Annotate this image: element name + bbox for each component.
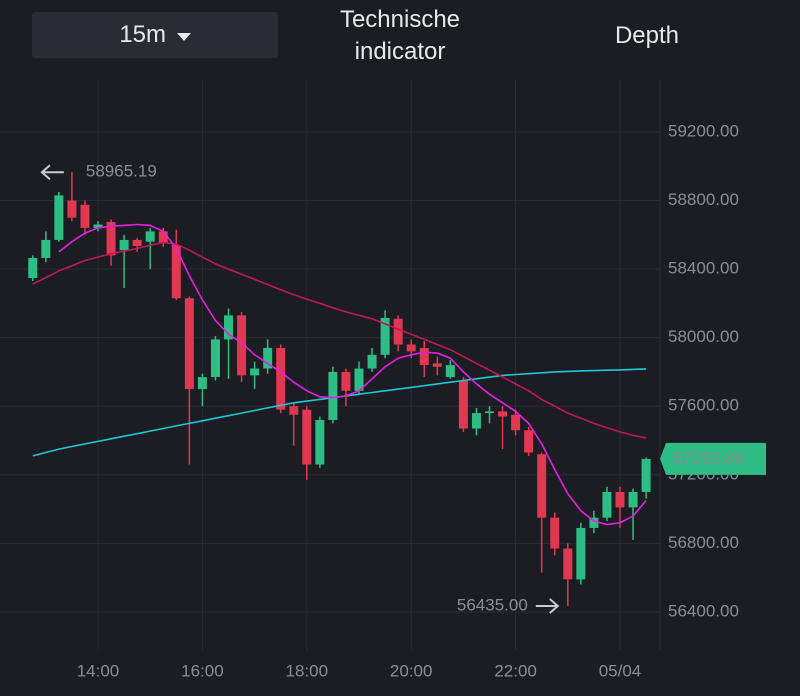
candle-body [432,363,442,367]
candle-body [54,195,64,240]
interval-button[interactable]: 15m [32,12,278,58]
candle-body [537,454,547,518]
moving-average-line [32,241,647,439]
x-tick-label: 18:00 [286,661,329,680]
candle-body [341,371,351,391]
candle-body [67,200,77,218]
plot-background [0,80,800,690]
candle-body [615,491,625,508]
candle-body [511,414,521,431]
dropdown-icon [176,33,191,41]
candle-body [367,354,377,369]
candle-body [498,411,508,417]
x-tick-label: 20:00 [390,661,433,680]
last-price-tag [660,442,766,475]
candle-body [224,315,233,340]
arrow [40,164,64,180]
candle-body [550,517,560,549]
y-tick-label: 56400.00 [668,601,739,620]
low-label: 56435.00 [457,595,528,614]
moving-average-line [58,223,647,526]
candle-body [302,409,312,465]
candle-body [132,239,142,246]
candle-body [563,548,573,580]
candle-body [184,298,194,390]
interval-label: 15m [119,21,166,48]
candle-body [393,318,403,345]
y-tick-label: 56800.00 [668,533,739,552]
candle-body [445,365,455,378]
candle-body [119,239,129,251]
x-tick-label: 22:00 [494,661,537,680]
moving-average-line [32,368,647,457]
candle-body [289,406,299,415]
candle-body [458,380,468,429]
candle-body [80,204,90,228]
candle-body [237,315,247,376]
candle-body [602,491,612,518]
y-tick-label: 57600.00 [668,396,739,415]
candle-body [106,221,116,256]
candle-body [276,347,286,410]
candle-body [93,224,103,228]
candle-body [406,344,416,352]
candle-body [171,245,181,299]
last-price-label: 57292.88 [673,448,744,467]
candle-body [145,231,155,242]
candle-body [589,517,599,528]
y-tick-label: 58400.00 [668,259,739,278]
candle-body [210,339,220,378]
candle-body [263,347,273,369]
candle-body [419,347,429,366]
candle-body [41,239,51,258]
candle-body [197,377,207,390]
candle-body [628,491,638,508]
x-tick-label: 05/04 [599,661,642,680]
candle-body [158,231,168,244]
y-tick-label: 58000.00 [668,327,739,346]
arrow [535,598,560,614]
depth-tab[interactable]: Depth [614,22,680,49]
candle-body [380,317,390,355]
candle-body [328,371,338,420]
candle-body [576,527,586,580]
y-tick-label: 58800.00 [668,190,739,209]
candle-body [354,368,364,391]
high-label: 58965.19 [86,162,157,181]
candle-body [485,411,494,414]
candle-body [641,458,651,492]
x-tick-label: 16:00 [181,661,224,680]
x-tick-label: 14:00 [77,661,120,680]
y-tick-label: 59200.00 [668,121,739,140]
y-tick-label: 57200.00 [668,464,739,483]
candle-body [28,257,38,278]
candle-body [524,430,534,453]
candle-body [250,368,260,376]
indicator-tab[interactable]: Technische indicator [339,6,461,65]
candle-body [471,413,481,429]
candle-body [315,419,325,465]
